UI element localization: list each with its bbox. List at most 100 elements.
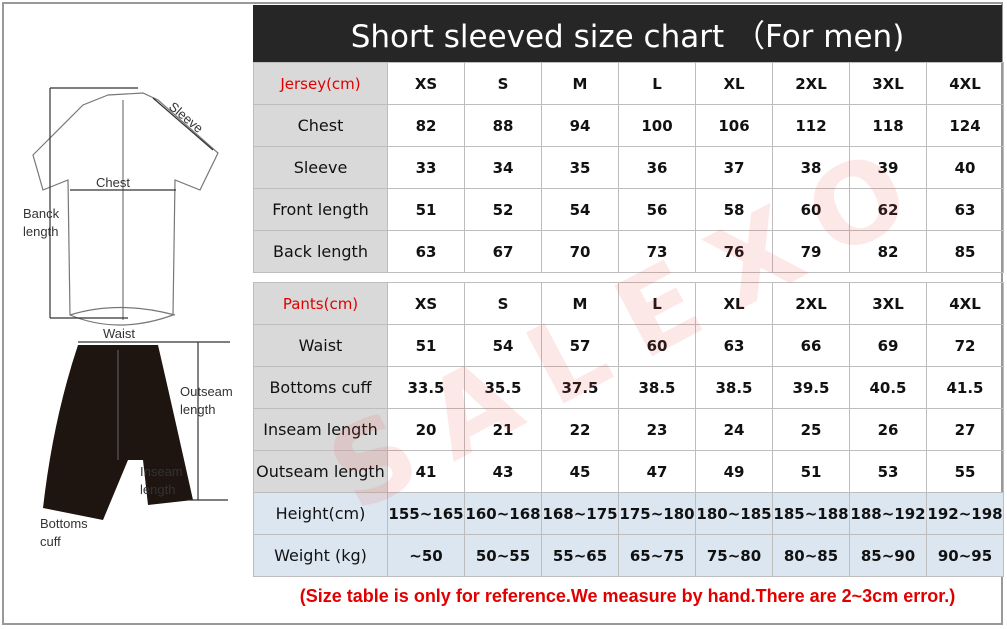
- value-cell: 62: [849, 188, 927, 231]
- value-cell: 106: [695, 104, 773, 147]
- value-cell: 180~185: [695, 492, 773, 535]
- size-header: 2XL: [772, 282, 850, 325]
- value-cell: 24: [695, 408, 773, 451]
- size-header: 3XL: [849, 282, 927, 325]
- value-cell: 88: [464, 104, 542, 147]
- size-header: L: [618, 62, 696, 105]
- value-cell: 51: [387, 188, 465, 231]
- row-label: Outseam length: [253, 450, 388, 493]
- size-header: XS: [387, 62, 465, 105]
- table-row: Sleeve 33 34 35 36 37 38 39 40: [253, 146, 1004, 189]
- size-header: 4XL: [926, 282, 1004, 325]
- jersey-icon: [32, 92, 219, 326]
- value-cell: 192~198: [926, 492, 1004, 535]
- value-cell: 94: [541, 104, 619, 147]
- value-cell: 35: [541, 146, 619, 189]
- table-row: Front length 51 52 54 56 58 60 62 63: [253, 188, 1004, 231]
- value-cell: ~50: [387, 534, 465, 577]
- value-cell: 188~192: [849, 492, 927, 535]
- value-cell: 185~188: [772, 492, 850, 535]
- size-header: XL: [695, 62, 773, 105]
- cuff-label-2: cuff: [40, 534, 61, 549]
- value-cell: 33: [387, 146, 465, 189]
- row-label: Sleeve: [253, 146, 388, 189]
- value-cell: 155~165: [387, 492, 465, 535]
- row-label: Chest: [253, 104, 388, 147]
- pants-table: Pants(cm) XS S M L XL 2XL 3XL 4XL Waist 51 54 57 60 63…: [253, 282, 1004, 577]
- value-cell: 50~55: [464, 534, 542, 577]
- value-cell: 39.5: [772, 366, 850, 409]
- section-header: Jersey(cm): [253, 62, 388, 105]
- row-label: Weight (kg): [253, 534, 388, 577]
- value-cell: 34: [464, 146, 542, 189]
- inseam-label-1: Inseam: [140, 464, 183, 479]
- value-cell: 27: [926, 408, 1004, 451]
- value-cell: 41.5: [926, 366, 1004, 409]
- value-cell: 55: [926, 450, 1004, 493]
- row-label: Front length: [253, 188, 388, 231]
- value-cell: 72: [926, 324, 1004, 367]
- value-cell: 67: [464, 230, 542, 273]
- value-cell: 40.5: [849, 366, 927, 409]
- value-cell: 66: [772, 324, 850, 367]
- cuff-label-1: Bottoms: [40, 516, 88, 531]
- value-cell: 40: [926, 146, 1004, 189]
- body-row: Weight (kg) ~50 50~55 55~65 65~75 75~80 80~85 8…: [253, 534, 1004, 577]
- size-header: 2XL: [772, 62, 850, 105]
- chest-label: Chest: [96, 175, 130, 190]
- outseam-label-2: length: [180, 402, 215, 417]
- value-cell: 118: [849, 104, 927, 147]
- back-length-label-2: length: [23, 224, 58, 239]
- value-cell: 73: [618, 230, 696, 273]
- table-row: Waist 51 54 57 60 63 66 69 72: [253, 324, 1004, 367]
- value-cell: 38.5: [618, 366, 696, 409]
- value-cell: 57: [541, 324, 619, 367]
- value-cell: 22: [541, 408, 619, 451]
- value-cell: 47: [618, 450, 696, 493]
- page-title: Short sleeved size chart （For men): [253, 5, 1002, 62]
- jersey-table: Jersey(cm) XS S M L XL 2XL 3XL 4XL Chest 82 88 94 100…: [253, 62, 1004, 273]
- value-cell: 80~85: [772, 534, 850, 577]
- value-cell: 52: [464, 188, 542, 231]
- value-cell: 90~95: [926, 534, 1004, 577]
- value-cell: 55~65: [541, 534, 619, 577]
- value-cell: 51: [772, 450, 850, 493]
- reference-note: (Size table is only for reference.We mea…: [299, 586, 956, 606]
- value-cell: 76: [695, 230, 773, 273]
- value-cell: 160~168: [464, 492, 542, 535]
- value-cell: 36: [618, 146, 696, 189]
- value-cell: 21: [464, 408, 542, 451]
- value-cell: 65~75: [618, 534, 696, 577]
- value-cell: 33.5: [387, 366, 465, 409]
- value-cell: 69: [849, 324, 927, 367]
- value-cell: 63: [695, 324, 773, 367]
- value-cell: 45: [541, 450, 619, 493]
- value-cell: 60: [618, 324, 696, 367]
- value-cell: 20: [387, 408, 465, 451]
- value-cell: 63: [387, 230, 465, 273]
- value-cell: 38.5: [695, 366, 773, 409]
- waist-label: Waist: [103, 326, 135, 341]
- value-cell: 124: [926, 104, 1004, 147]
- value-cell: 175~180: [618, 492, 696, 535]
- value-cell: 26: [849, 408, 927, 451]
- value-cell: 75~80: [695, 534, 773, 577]
- value-cell: 37: [695, 146, 773, 189]
- value-cell: 54: [464, 324, 542, 367]
- back-length-label-1: Banck: [23, 206, 60, 221]
- value-cell: 82: [387, 104, 465, 147]
- size-header: S: [464, 282, 542, 325]
- value-cell: 49: [695, 450, 773, 493]
- table-row: Chest 82 88 94 100 106 112 118 124: [253, 104, 1004, 147]
- value-cell: 37.5: [541, 366, 619, 409]
- value-cell: 25: [772, 408, 850, 451]
- table-row: Inseam length 20 21 22 23 24 25 26 27: [253, 408, 1004, 451]
- value-cell: 79: [772, 230, 850, 273]
- value-cell: 63: [926, 188, 1004, 231]
- value-cell: 53: [849, 450, 927, 493]
- row-label: Height(cm): [253, 492, 388, 535]
- inseam-label-2: length: [140, 482, 175, 497]
- value-cell: 35.5: [464, 366, 542, 409]
- header-row: Jersey(cm) XS S M L XL 2XL 3XL 4XL: [253, 62, 1004, 105]
- value-cell: 60: [772, 188, 850, 231]
